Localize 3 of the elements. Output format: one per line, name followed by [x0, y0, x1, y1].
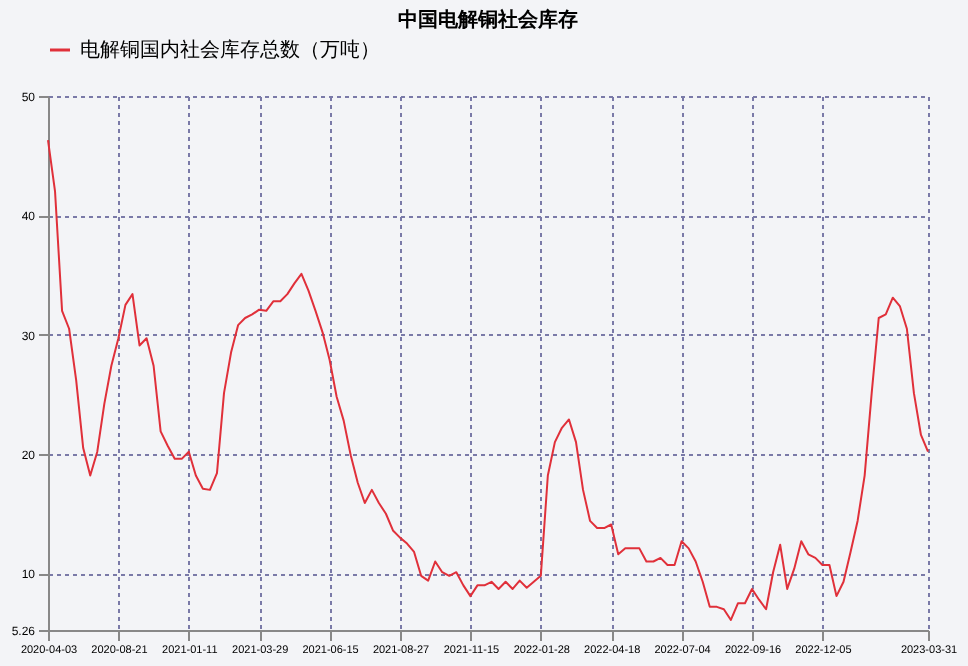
line-series	[47, 139, 929, 621]
legend-label: 电解铜国内社会库存总数（万吨）	[80, 38, 380, 62]
chart-title: 中国电解铜社会库存	[398, 8, 578, 32]
